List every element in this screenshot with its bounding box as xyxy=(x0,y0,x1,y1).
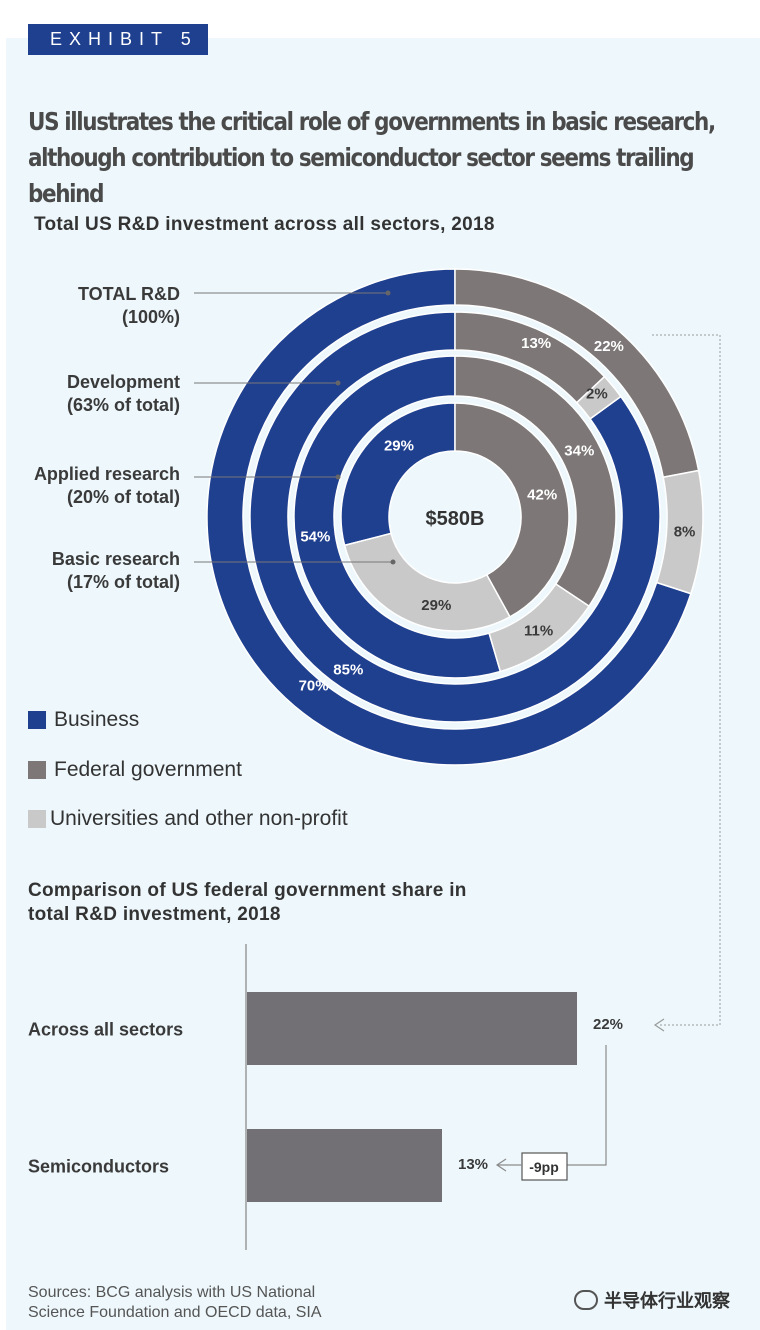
bar-value-label: 13% xyxy=(458,1156,488,1173)
donut-segment-business xyxy=(340,402,456,547)
headline-line-2: although contribution to semiconductor s… xyxy=(28,143,695,208)
bar-chart-title: Comparison of US federal government shar… xyxy=(28,880,467,925)
wechat-icon xyxy=(574,1290,598,1310)
legend-label: Universities and other non-profit xyxy=(50,807,348,830)
connector-arrowhead xyxy=(653,1018,665,1032)
donut-segment-federal-government xyxy=(454,402,570,618)
delta-box xyxy=(521,1152,568,1181)
headline-line-1: US illustrates the critical role of gove… xyxy=(28,107,716,136)
legend-label: Federal government xyxy=(54,758,242,781)
leader-dot xyxy=(335,380,341,386)
dotted-connector xyxy=(652,334,721,1026)
legend-swatch-federal xyxy=(28,761,46,779)
sources-line-2: Science Foundation and OECD data, SIA xyxy=(28,1304,322,1321)
donut-data-label: 85% xyxy=(333,661,363,678)
legend-item-business: Business xyxy=(28,708,139,732)
bar-category-label: Semiconductors xyxy=(28,1157,169,1177)
ring-label-name: Development xyxy=(66,372,180,392)
sources-line-1: Sources: BCG analysis with US National xyxy=(28,1284,316,1301)
delta-arrowhead xyxy=(495,1158,507,1172)
donut-segment-universities-and-other-non-profit xyxy=(655,469,704,595)
legend-item-universities: Universities and other non-profit xyxy=(28,807,348,831)
delta-label: -9pp xyxy=(529,1159,559,1175)
leader-dot xyxy=(335,474,341,480)
legend-item-federal: Federal government xyxy=(28,758,242,782)
donut-data-label: 2% xyxy=(586,386,608,403)
donut-segment-universities-and-other-non-profit xyxy=(343,532,511,632)
leader-dot xyxy=(385,290,391,296)
donut-data-label: 22% xyxy=(594,338,624,355)
ring-label-applied: Applied research (20% of total) xyxy=(34,463,180,509)
donut-segment-universities-and-other-non-profit xyxy=(575,375,622,420)
bar-value-label: 22% xyxy=(593,1016,623,1033)
donut-center-label: $580B xyxy=(426,508,485,530)
donut-data-label: 54% xyxy=(300,529,330,546)
bar-2 xyxy=(247,1129,442,1202)
legend-swatch-business xyxy=(28,711,46,729)
watermark: 半导体行业观察 xyxy=(574,1287,730,1313)
exhibit-label: EXHIBIT 5 xyxy=(28,24,208,55)
ring-label-name: Applied research xyxy=(33,464,180,484)
ring-label-share: (17% of total) xyxy=(66,572,180,592)
legend-swatch-universities xyxy=(28,810,46,828)
donut-segment-business xyxy=(206,268,692,766)
delta-bracket xyxy=(566,1045,607,1166)
ring-label-basic: Basic research (17% of total) xyxy=(52,548,180,594)
ring-label-share: (20% of total) xyxy=(66,487,180,507)
donut-data-label: 13% xyxy=(521,335,551,352)
ring-label-total: TOTAL R&D (100%) xyxy=(78,283,180,329)
sources-note: Sources: BCG analysis with US National S… xyxy=(28,1283,322,1323)
headline: US illustrates the critical role of gove… xyxy=(28,104,716,212)
ring-label-name: TOTAL R&D xyxy=(78,284,180,304)
donut-segment-business xyxy=(249,311,661,723)
leader-dot xyxy=(390,559,396,565)
donut-data-label: 8% xyxy=(674,523,696,540)
donut-chart-title: Total US R&D investment across all secto… xyxy=(34,214,495,235)
donut-segment-business xyxy=(293,355,502,679)
legend-label: Business xyxy=(54,708,140,731)
ring-label-share: (63% of total) xyxy=(66,395,180,415)
donut-data-label: 70% xyxy=(299,678,329,695)
ring-label-name: Basic research xyxy=(51,549,180,569)
watermark-text: 半导体行业观察 xyxy=(604,1291,730,1311)
bar-category-label: Across all sectors xyxy=(28,1020,183,1040)
ring-label-share: (100%) xyxy=(121,307,180,327)
donut-data-label: 29% xyxy=(421,597,451,614)
donut-data-label: 29% xyxy=(384,437,414,454)
bar-1 xyxy=(247,992,577,1065)
ring-label-development: Development (63% of total) xyxy=(67,371,180,417)
donut-data-label: 34% xyxy=(564,442,594,459)
donut-segment-universities-and-other-non-profit xyxy=(488,582,591,673)
donut-data-label: 42% xyxy=(527,487,557,504)
donut-data-label: 11% xyxy=(524,623,553,640)
